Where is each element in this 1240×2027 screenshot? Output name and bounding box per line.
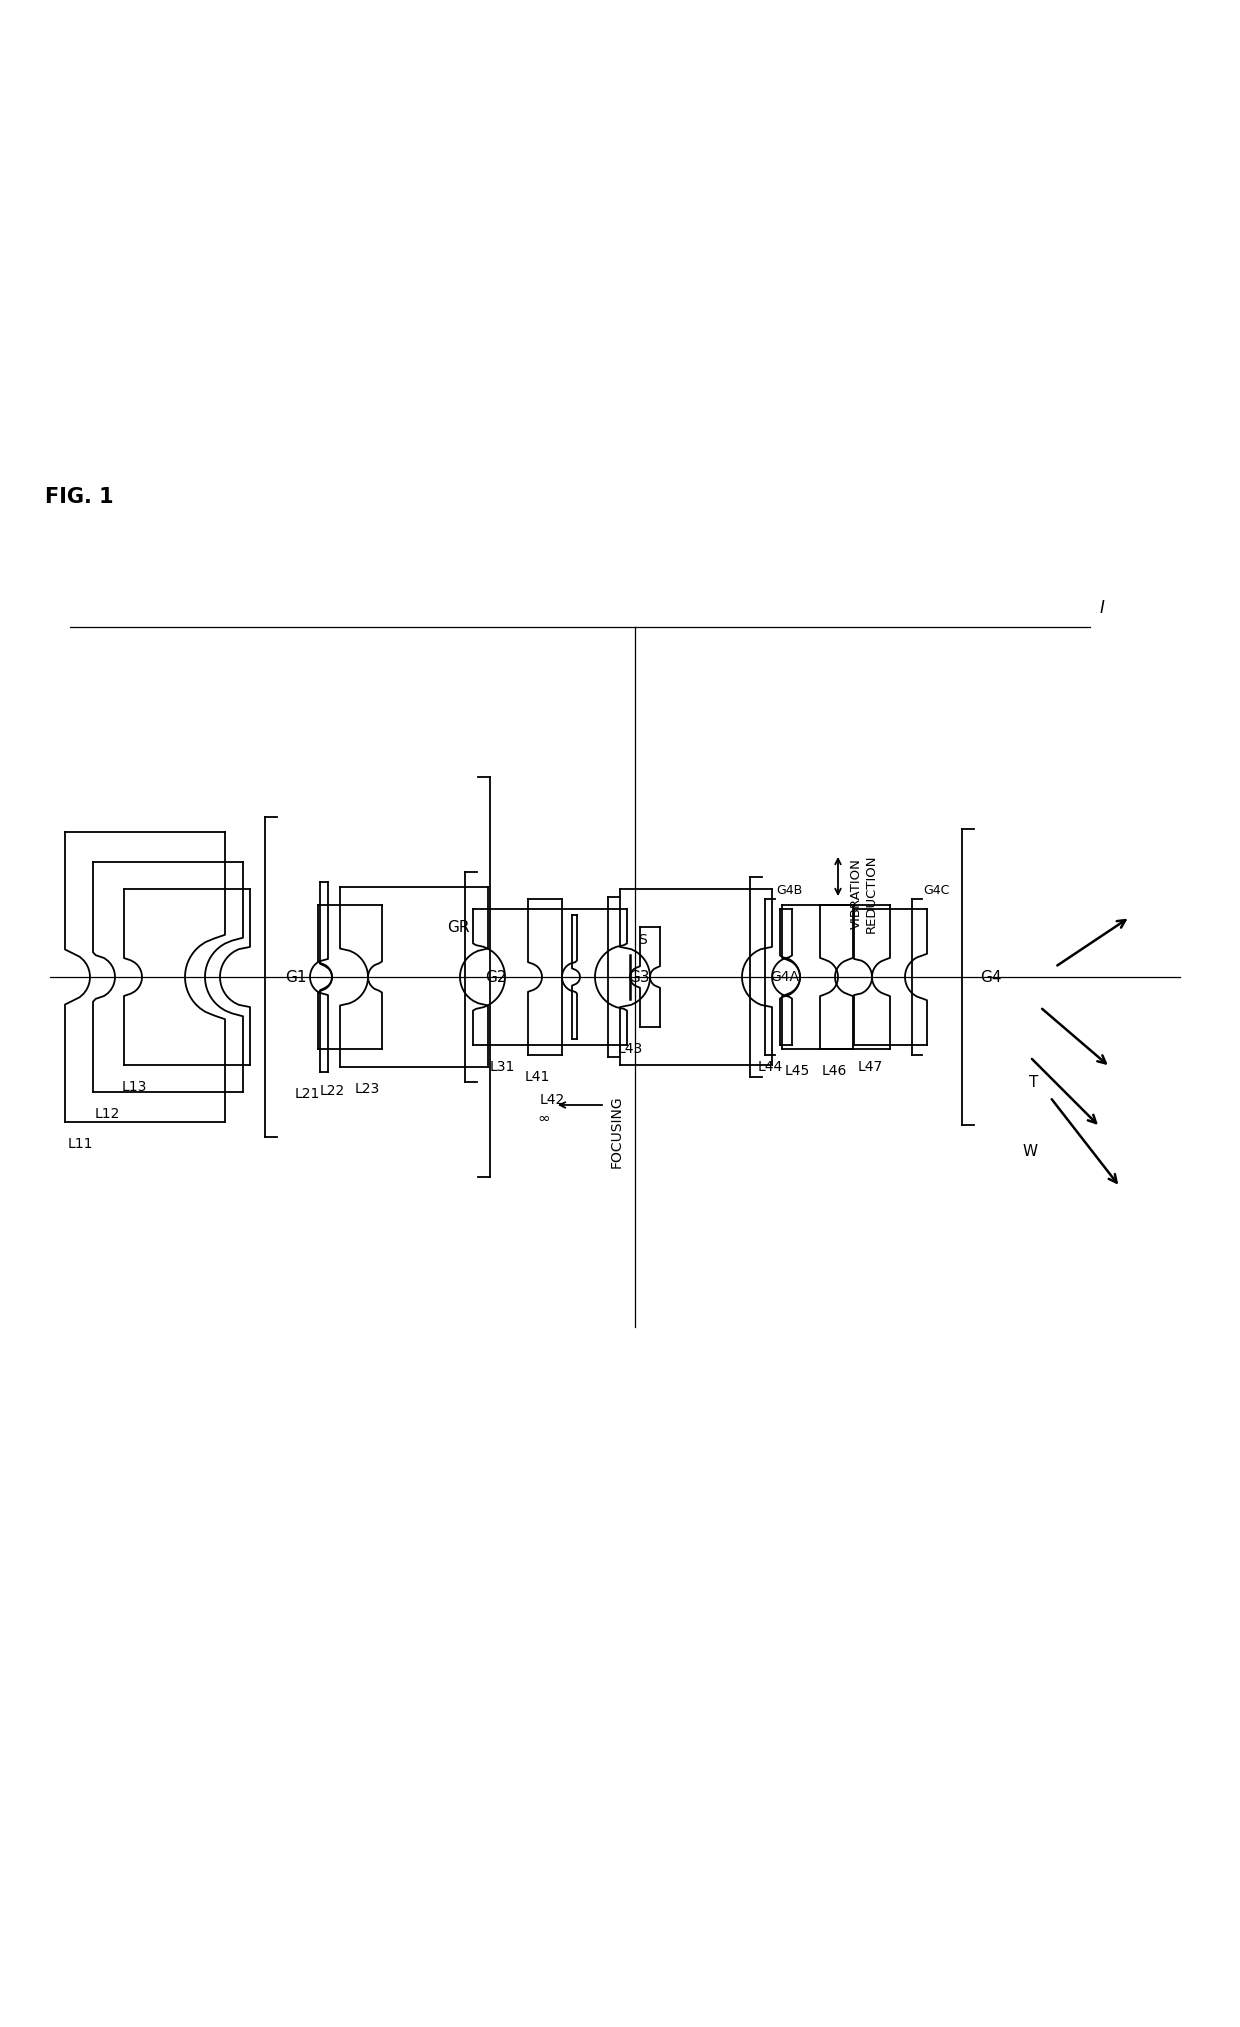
- Text: L12: L12: [95, 1107, 120, 1121]
- Text: G3: G3: [627, 969, 650, 985]
- Text: L11: L11: [68, 1137, 93, 1151]
- Text: L46: L46: [822, 1064, 847, 1078]
- Text: VIBRATION
REDUCTION: VIBRATION REDUCTION: [849, 853, 878, 932]
- Text: L42: L42: [539, 1093, 565, 1107]
- Text: W: W: [1023, 1145, 1038, 1159]
- Text: FIG. 1: FIG. 1: [45, 486, 114, 507]
- Text: L21: L21: [295, 1086, 320, 1101]
- Text: G4A: G4A: [770, 971, 799, 983]
- Text: G1: G1: [285, 969, 306, 985]
- Text: G4C: G4C: [923, 884, 950, 898]
- Text: S: S: [639, 932, 647, 947]
- Text: G4: G4: [980, 969, 1002, 985]
- Text: L44: L44: [758, 1060, 784, 1074]
- Text: GR: GR: [448, 920, 470, 934]
- Text: L22: L22: [320, 1084, 345, 1099]
- Text: T: T: [1029, 1074, 1038, 1088]
- Text: L13: L13: [122, 1080, 148, 1095]
- Text: G2: G2: [485, 969, 506, 985]
- Text: FOCUSING: FOCUSING: [610, 1095, 624, 1168]
- Text: $\infty$: $\infty$: [537, 1111, 551, 1125]
- Text: G4B: G4B: [776, 884, 802, 898]
- Text: L43: L43: [618, 1042, 644, 1056]
- Text: L31: L31: [490, 1060, 516, 1074]
- Text: L23: L23: [355, 1082, 381, 1097]
- Text: L45: L45: [785, 1064, 810, 1078]
- Text: L47: L47: [858, 1060, 883, 1074]
- Text: L41: L41: [525, 1070, 551, 1084]
- Text: I: I: [1100, 600, 1105, 616]
